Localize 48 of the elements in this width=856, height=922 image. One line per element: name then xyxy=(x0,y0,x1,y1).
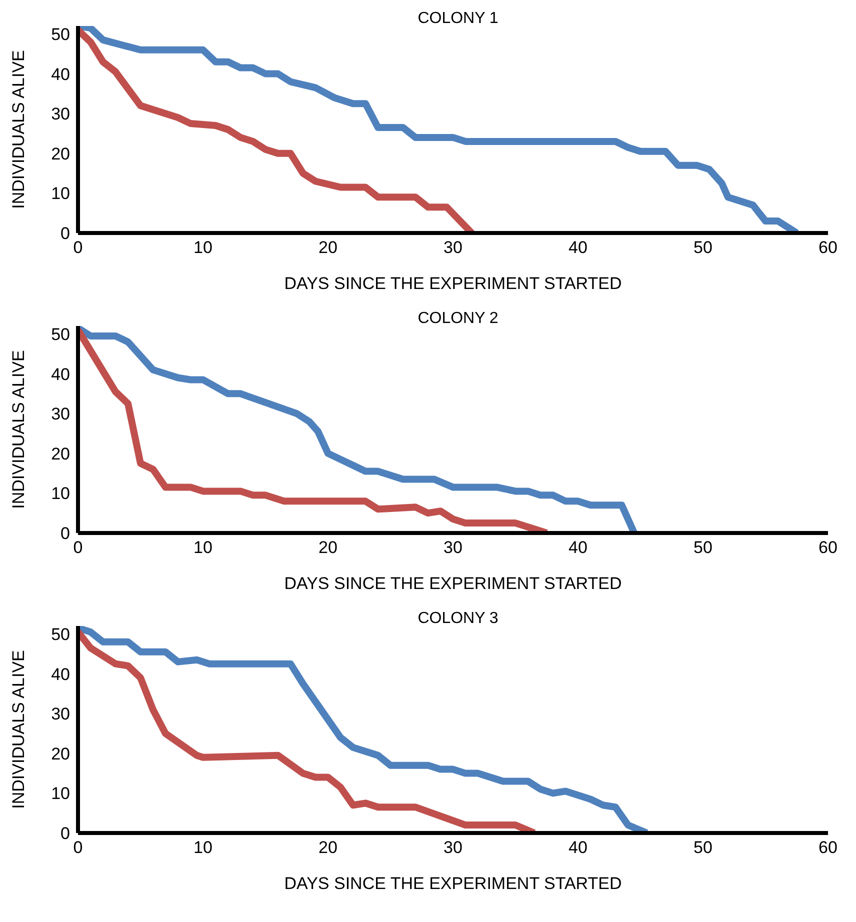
x-axis-title: DAYS SINCE THE EXPERIMENT STARTED xyxy=(284,274,622,293)
x-tick-label: 60 xyxy=(818,238,838,258)
y-tick-label: 40 xyxy=(51,664,70,684)
y-tick-label: 10 xyxy=(51,184,70,204)
x-tick-label: 40 xyxy=(568,238,588,258)
x-tick-label: 30 xyxy=(444,838,462,858)
x-tick-label: 60 xyxy=(818,838,838,858)
x-tick-label: 50 xyxy=(694,538,712,558)
x-tick-label: 0 xyxy=(73,538,83,558)
x-tick-label: 20 xyxy=(318,838,338,858)
y-axis-title: INDIVIDUALS ALIVE xyxy=(9,50,28,209)
x-axis-title: DAYS SINCE THE EXPERIMENT STARTED xyxy=(284,574,622,593)
x-tick-label: 40 xyxy=(568,838,588,858)
chart-title: COLONY 1 xyxy=(418,10,498,27)
y-tick-label: 50 xyxy=(51,624,70,644)
y-tick-label: 40 xyxy=(51,64,70,84)
x-tick-label: 0 xyxy=(73,238,83,258)
y-tick-label: 0 xyxy=(60,524,70,544)
y-axis-title: INDIVIDUALS ALIVE xyxy=(9,650,28,809)
y-tick-label: 20 xyxy=(51,144,70,164)
chart-title: COLONY 2 xyxy=(418,310,498,327)
x-axis-title: DAYS SINCE THE EXPERIMENT STARTED xyxy=(284,874,622,893)
y-tick-label: 50 xyxy=(51,324,70,344)
x-tick-label: 20 xyxy=(318,538,338,558)
y-tick-label: 10 xyxy=(51,484,70,504)
y-tick-label: 30 xyxy=(51,404,70,424)
x-tick-label: 20 xyxy=(318,238,338,258)
x-tick-label: 50 xyxy=(694,238,712,258)
y-axis-title: INDIVIDUALS ALIVE xyxy=(9,350,28,509)
x-tick-label: 10 xyxy=(194,238,212,258)
y-tick-label: 40 xyxy=(51,364,70,384)
y-tick-label: 50 xyxy=(51,24,70,44)
chart-title: COLONY 3 xyxy=(418,610,498,627)
x-tick-label: 60 xyxy=(818,538,838,558)
y-tick-label: 20 xyxy=(51,444,70,464)
x-tick-label: 0 xyxy=(73,838,83,858)
x-tick-label: 30 xyxy=(444,538,462,558)
x-tick-label: 40 xyxy=(568,538,588,558)
y-tick-label: 30 xyxy=(51,704,70,724)
y-tick-label: 10 xyxy=(51,784,70,804)
y-tick-label: 30 xyxy=(51,104,70,124)
x-tick-label: 10 xyxy=(194,838,212,858)
x-tick-label: 50 xyxy=(694,838,712,858)
y-tick-label: 0 xyxy=(60,824,70,844)
x-tick-label: 30 xyxy=(444,238,462,258)
y-tick-label: 0 xyxy=(60,224,70,244)
y-tick-label: 20 xyxy=(51,744,70,764)
x-tick-label: 10 xyxy=(194,538,212,558)
